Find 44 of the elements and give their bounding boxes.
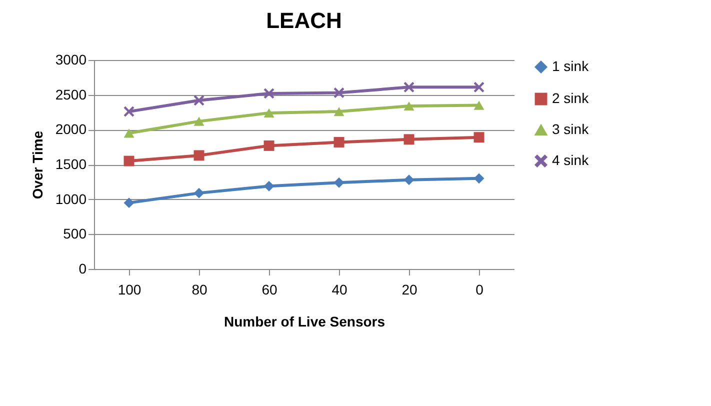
x-tick-label: 40 (332, 282, 348, 298)
x-axis-title: Number of Live Sensors (224, 314, 386, 330)
point (334, 136, 344, 148)
point (264, 180, 274, 192)
x-tick-label: 60 (262, 282, 278, 298)
y-tick-label: 1000 (55, 190, 87, 207)
point (474, 173, 484, 184)
point (334, 88, 344, 98)
point (124, 128, 134, 138)
point (264, 88, 274, 99)
point (404, 174, 414, 186)
point (194, 150, 204, 161)
x-tick-label: 20 (402, 282, 418, 298)
point (334, 177, 344, 188)
point (404, 82, 414, 92)
legend-label: 2 sink (552, 90, 590, 106)
y-tick-label: 500 (63, 226, 87, 242)
point (334, 107, 344, 116)
y-tick-label: 1500 (55, 156, 87, 172)
point (474, 132, 484, 143)
y-tick-label: 0 (78, 260, 87, 276)
y-axis-title: Over Time (29, 130, 46, 200)
point (264, 140, 274, 151)
x-tick-label: 80 (192, 282, 208, 298)
chart-title: LEACH (266, 8, 342, 33)
point (124, 106, 134, 117)
x-tick-label: 0 (476, 282, 484, 298)
legend-label: 3 sink (552, 121, 590, 137)
point (474, 82, 484, 92)
legend-label: 4 sink (552, 152, 590, 168)
y-tick-label: 2500 (55, 86, 87, 102)
point (264, 108, 274, 118)
point (194, 116, 204, 126)
point (124, 156, 134, 166)
point (124, 198, 134, 208)
point (194, 95, 204, 106)
point (474, 100, 484, 110)
y-tick-label: 3000 (55, 52, 87, 68)
x-tick-label: 100 (118, 282, 142, 298)
point (404, 101, 414, 111)
legend-label: 1 sink (552, 58, 590, 74)
point (194, 188, 204, 198)
y-tick-label: 2000 (55, 121, 87, 138)
point (404, 134, 414, 145)
